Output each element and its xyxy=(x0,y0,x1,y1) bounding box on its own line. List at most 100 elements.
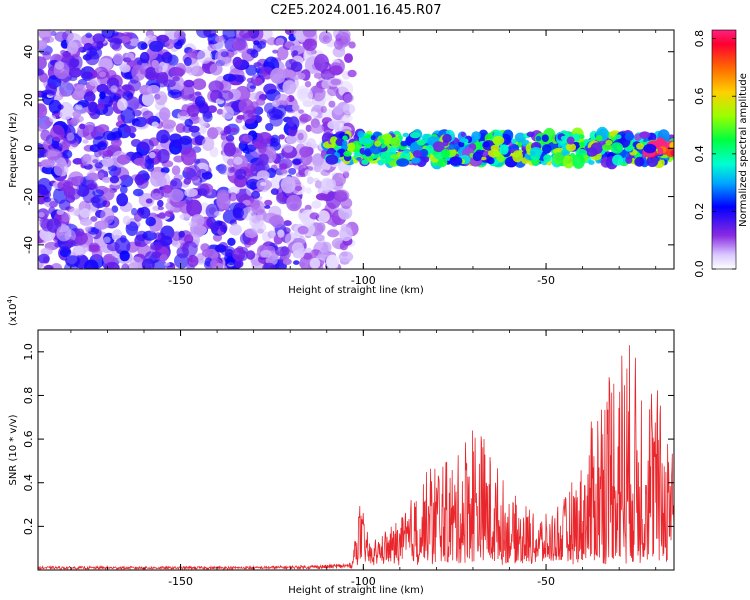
spectrogram-cell xyxy=(38,212,45,218)
spectrogram-cell xyxy=(460,132,466,137)
spectrogram-cell xyxy=(286,134,297,145)
spectrogram-cell xyxy=(311,200,322,209)
spectrogram-cell xyxy=(255,98,266,106)
spectrogram-cell xyxy=(183,79,195,88)
spectrogram-cell xyxy=(492,135,505,146)
spectrogram-cell xyxy=(230,127,238,133)
snr-frame xyxy=(37,329,675,571)
spectrogram-cell xyxy=(167,89,182,99)
spectrogram-cell xyxy=(38,40,48,50)
spectrogram-cell xyxy=(82,187,96,203)
spectrogram-cell xyxy=(57,180,74,192)
spectrogram-cell xyxy=(258,144,267,154)
spectrogram-cell xyxy=(337,30,351,40)
spectrogram-cell xyxy=(314,180,322,189)
spectrogram-cell xyxy=(97,102,105,111)
spectrogram-cell xyxy=(325,154,339,165)
spectrogram-cell xyxy=(142,110,154,120)
colorbar-tick-label: 0.8 xyxy=(693,30,706,48)
x-tick-label: -150 xyxy=(168,575,193,588)
spectrogram-cell xyxy=(459,138,467,143)
spectrogram-cell xyxy=(142,230,157,241)
spectrogram-cell xyxy=(612,154,624,166)
spectrogram-cell xyxy=(212,126,224,136)
spectrogram-cell xyxy=(169,178,183,191)
spectrogram-cell xyxy=(320,105,327,113)
spectrogram-cell xyxy=(82,139,89,144)
spectrogram-cell xyxy=(119,64,131,73)
spectrogram-cell xyxy=(38,91,42,97)
spectrogram-cell xyxy=(209,258,224,269)
spectrogram-cell xyxy=(245,64,258,76)
spectrogram-cell xyxy=(137,41,148,51)
spectrogram-cell xyxy=(419,148,429,157)
spectrogram-cell xyxy=(157,148,170,164)
spectrogram-cell xyxy=(529,147,543,157)
spectrogram-cell xyxy=(657,147,664,155)
spectrogram-cell xyxy=(45,36,55,43)
spectrogram-cell xyxy=(288,167,297,175)
spectrogram-cell xyxy=(225,134,235,142)
spectrogram-cell xyxy=(267,230,277,239)
spectrogram-cell xyxy=(205,203,220,219)
spectrogram-cell xyxy=(302,30,317,38)
spectrogram-cell xyxy=(246,250,256,260)
x-tick-label: -100 xyxy=(351,274,376,287)
spectrogram-cell xyxy=(332,46,346,58)
spectrogram-cell xyxy=(123,125,137,134)
spectrogram-cell xyxy=(133,116,147,128)
spectrogram-cell xyxy=(68,207,82,216)
spectrogram-cell xyxy=(54,60,65,70)
spectrogram-cell xyxy=(62,149,73,159)
spectrogram-cell xyxy=(499,144,509,155)
spectrogram-cell xyxy=(535,135,542,142)
spectrogram-cell xyxy=(370,135,376,141)
spectrogram-cell xyxy=(187,48,198,58)
spectrogram-cell xyxy=(109,175,120,184)
spectrogram-cell xyxy=(315,193,328,201)
spectrogram-cell xyxy=(156,129,171,144)
spectrogram-cell xyxy=(235,168,247,180)
spectrogram-cell xyxy=(234,74,246,83)
spectrogram-cell xyxy=(279,163,288,170)
spectrogram-cell xyxy=(327,84,339,97)
spectrogram-cell xyxy=(159,254,168,262)
spectrogram-cell xyxy=(306,176,314,185)
spectrogram-cell xyxy=(202,111,213,123)
spectrogram-cell xyxy=(130,139,142,147)
x-tick-label: -100 xyxy=(351,575,376,588)
snr-scale-label: (x104) xyxy=(6,295,19,326)
colorbar-tick-label: 0.6 xyxy=(693,87,706,105)
colorbar-tick-label: 0.4 xyxy=(693,145,706,163)
spectrogram-cell xyxy=(133,212,143,222)
spectrogram-cell xyxy=(290,61,303,72)
spectrogram-cell xyxy=(196,30,212,39)
spectrogram-cell xyxy=(543,154,552,163)
spectrogram-cell xyxy=(277,229,285,238)
spectrogram-cell xyxy=(432,141,445,153)
spectrogram-cell xyxy=(326,254,339,269)
spectrogram-cell xyxy=(120,106,136,124)
spectrogram-cell xyxy=(59,90,68,97)
spectrogram-cell xyxy=(156,34,169,43)
spectrogram-cell xyxy=(96,40,104,49)
spectrogram-cell xyxy=(111,205,119,213)
spectrogram-cell xyxy=(179,213,191,221)
spectrogram-cell xyxy=(320,169,331,176)
spectrogram-cell xyxy=(121,263,130,269)
spectrogram-cell xyxy=(302,252,312,260)
spectrogram-cell xyxy=(66,132,75,141)
spectrogram-cell xyxy=(274,93,290,106)
spectrogram-cell xyxy=(207,44,217,52)
spectrogram-cell xyxy=(402,132,409,138)
spectrogram-cell xyxy=(329,65,343,76)
spectrogram-cell xyxy=(441,148,450,159)
spectrogram-cell xyxy=(151,251,162,259)
spectrogram-cell xyxy=(151,121,159,128)
spectrogram-cell xyxy=(232,207,244,219)
spectrogram-cell xyxy=(68,171,84,185)
spectrogram-cell xyxy=(171,165,181,176)
spectrogram-cell xyxy=(223,142,236,157)
spectrogram-cell xyxy=(244,144,257,152)
spectrogram-cell xyxy=(139,138,154,152)
